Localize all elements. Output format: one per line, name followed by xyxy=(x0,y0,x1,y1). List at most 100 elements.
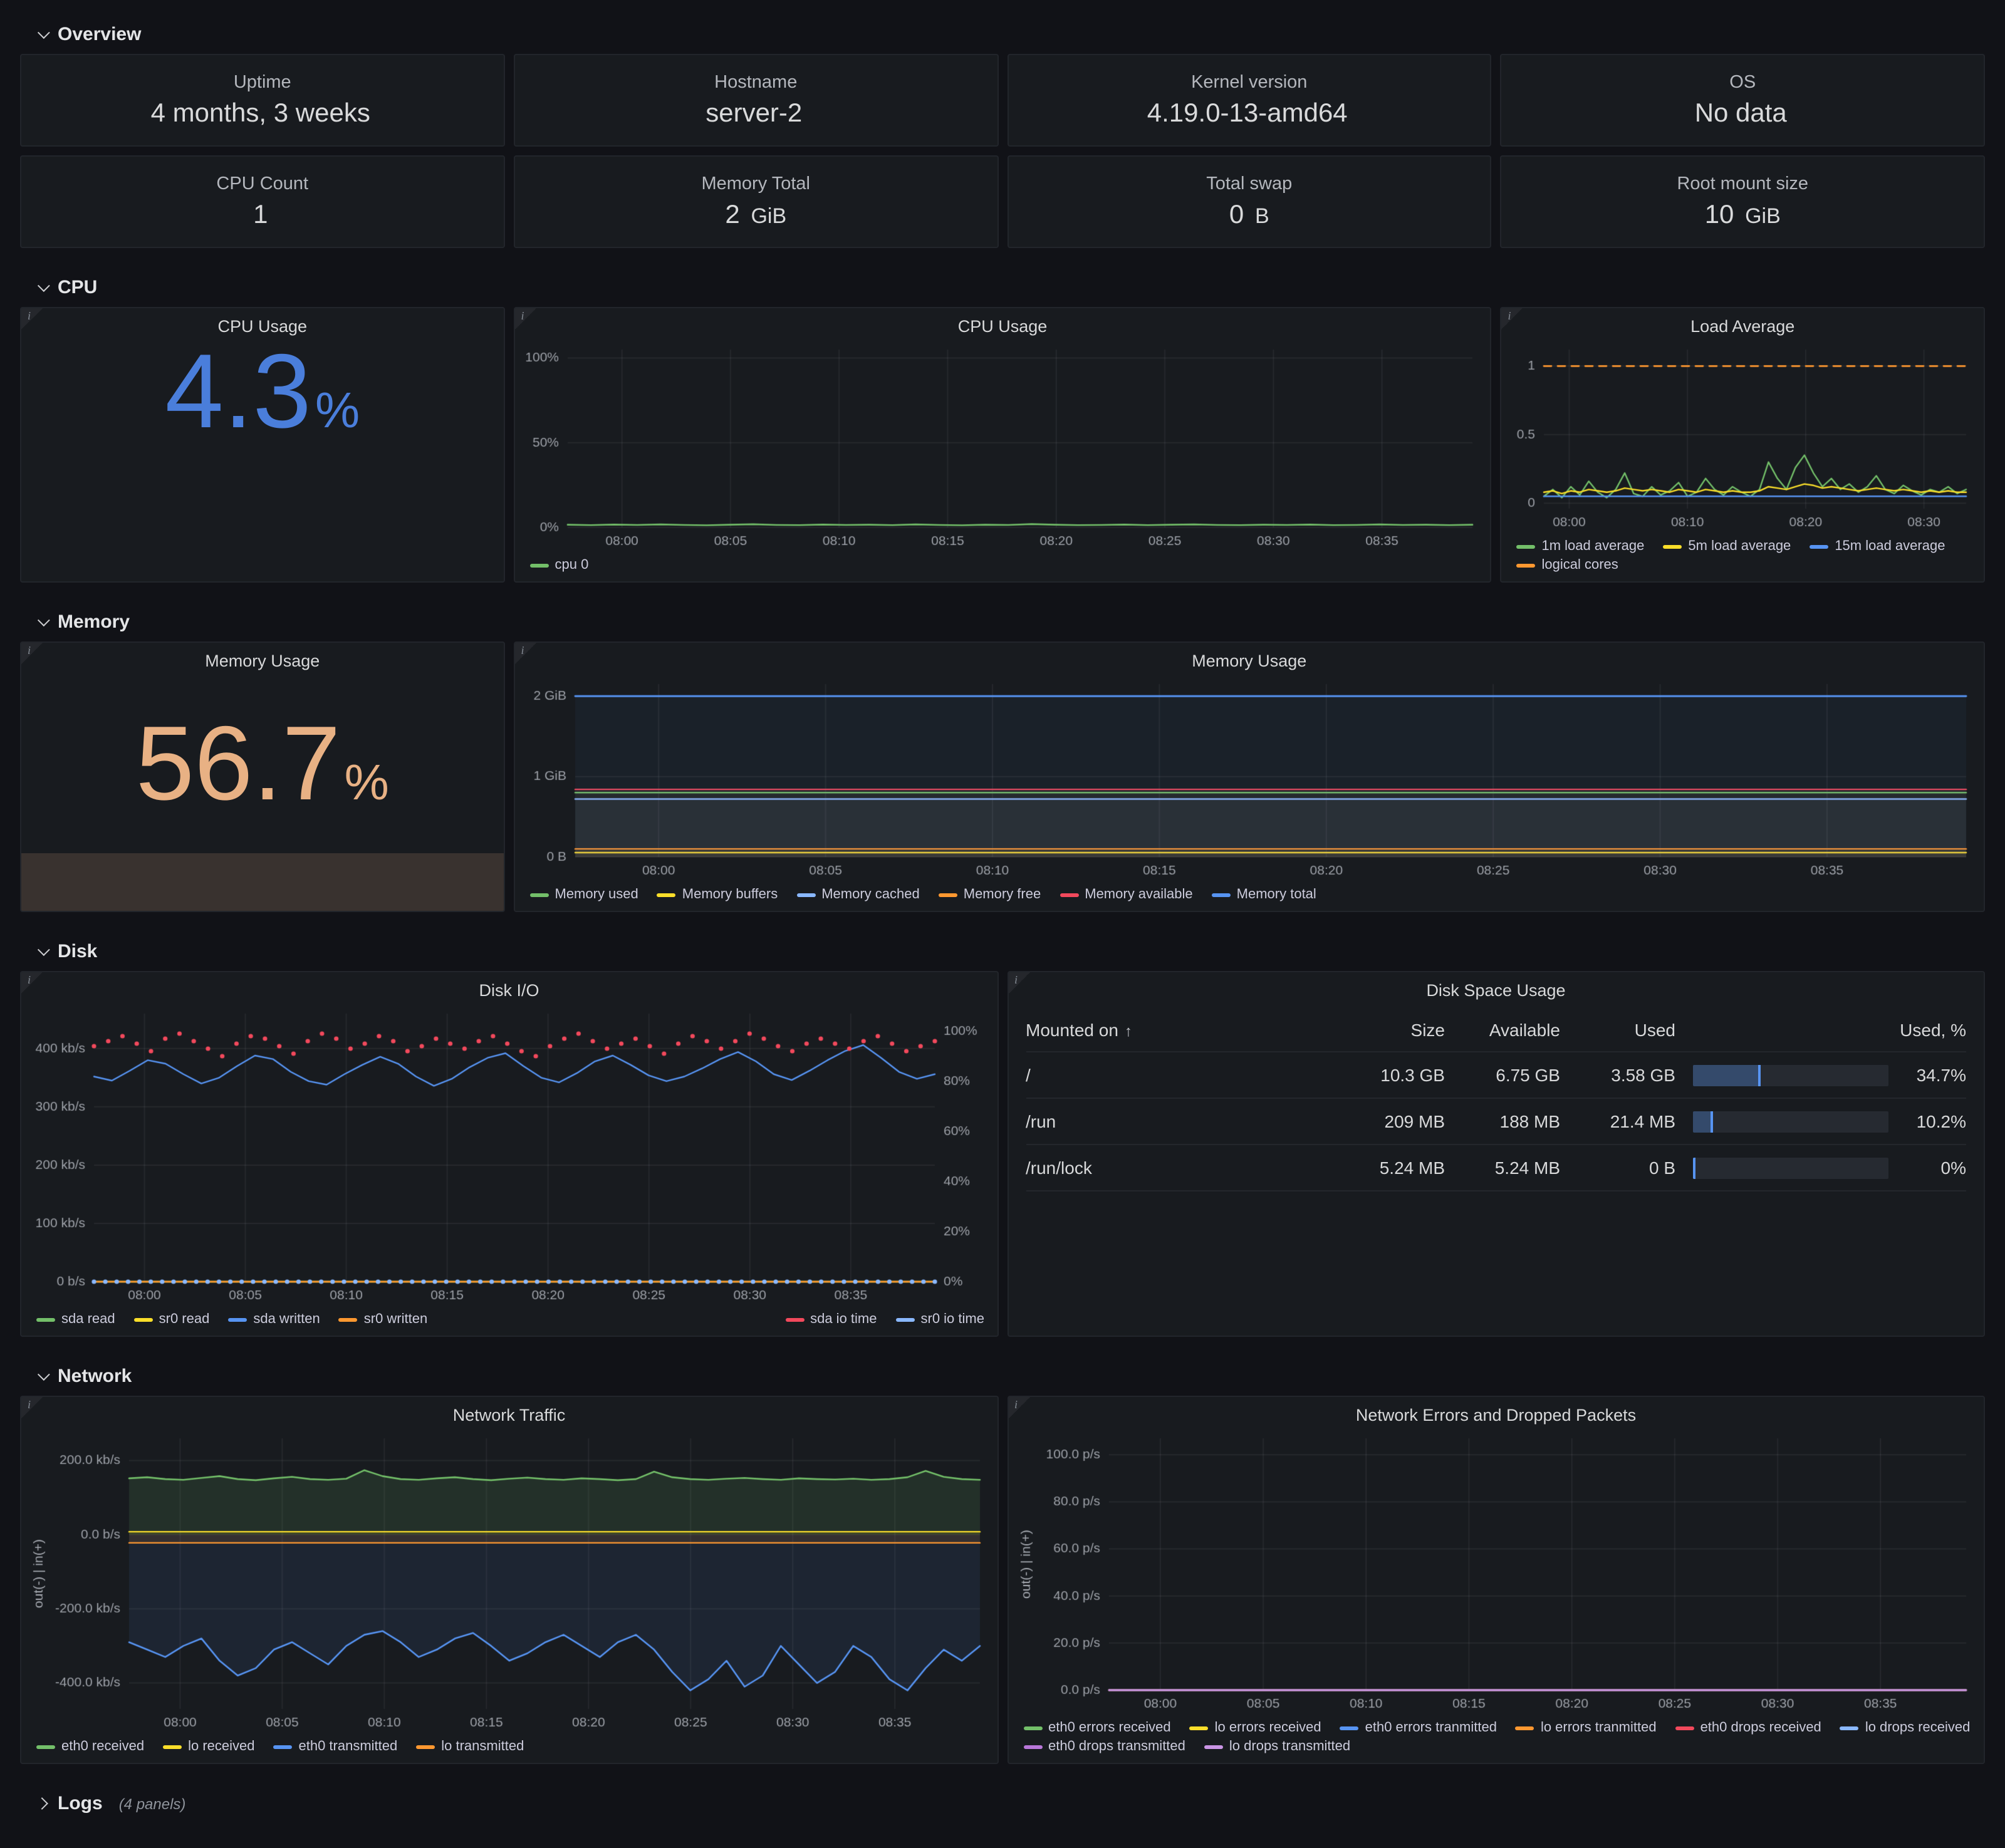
panel-title[interactable]: Network Traffic xyxy=(452,1406,566,1425)
panel-info-icon[interactable]: i xyxy=(21,643,43,664)
panel-info-icon[interactable]: i xyxy=(1008,1397,1029,1418)
panel-title[interactable]: Memory Usage xyxy=(1192,651,1307,670)
panel-info-icon[interactable]: i xyxy=(21,308,43,330)
legend-label: lo transmitted xyxy=(441,1739,524,1754)
legend-item[interactable]: Memory free xyxy=(938,887,1041,902)
panel-info-icon[interactable]: i xyxy=(514,308,536,330)
chevron-down-icon xyxy=(37,1368,50,1381)
stat-panel-root-mount-size: Root mount size 10 GiB xyxy=(1500,155,1985,248)
legend-label: Memory cached xyxy=(821,887,920,902)
stat-panel-total-swap: Total swap 0 B xyxy=(1007,155,1492,248)
legend-label: sr0 read xyxy=(159,1312,210,1327)
legend-swatch-icon xyxy=(36,1317,55,1321)
col-header-mounted-on[interactable]: Mounted on ↑ xyxy=(1026,1019,1132,1039)
panel-title[interactable]: Disk Space Usage xyxy=(1426,981,1566,1000)
disk-io-chart[interactable] xyxy=(26,1005,992,1307)
legend-item[interactable]: Memory buffers xyxy=(657,887,778,902)
section-title: Network xyxy=(58,1366,132,1387)
legend-swatch-icon xyxy=(133,1317,153,1321)
col-header-size[interactable]: Size xyxy=(1410,1019,1445,1039)
legend-item[interactable]: eth0 drops received xyxy=(1675,1720,1821,1735)
memory-row: i Memory Usage 56.7% i Memory Usage Memo… xyxy=(20,641,1985,912)
panel-info-icon[interactable]: i xyxy=(21,1397,43,1418)
usage-bar xyxy=(1675,1064,1888,1086)
legend-item[interactable]: eth0 transmitted xyxy=(273,1739,397,1754)
legend-left-axis: sda read sr0 read sda written sr0 written xyxy=(36,1312,427,1327)
chart-legend: Memory used Memory buffers Memory cached Me… xyxy=(515,882,1984,911)
cell-available: 188 MB xyxy=(1499,1111,1561,1131)
legend-item[interactable]: Memory total xyxy=(1211,887,1316,902)
legend-swatch-icon xyxy=(1060,893,1079,896)
legend-item[interactable]: 1m load average xyxy=(1516,539,1644,554)
panel-info-icon[interactable]: i xyxy=(514,643,536,664)
col-header-used-pct[interactable]: Used, % xyxy=(1900,1019,1966,1039)
legend-item[interactable]: eth0 errors received xyxy=(1023,1720,1171,1735)
stat-title: Root mount size xyxy=(1677,174,1809,194)
legend-item[interactable]: 15m load average xyxy=(1810,539,1945,554)
legend-item[interactable]: cpu 0 xyxy=(529,558,588,573)
network-errors-chart[interactable] xyxy=(1013,1430,1979,1715)
legend-label: eth0 drops transmitted xyxy=(1048,1739,1185,1754)
legend-label: 15m load average xyxy=(1835,539,1945,554)
memory-usage-timeseries[interactable] xyxy=(519,675,1979,882)
panel-title[interactable]: CPU Usage xyxy=(217,317,308,336)
panel-info-icon[interactable]: i xyxy=(1501,308,1523,330)
legend-item[interactable]: logical cores xyxy=(1516,558,1618,573)
legend-label: lo received xyxy=(188,1739,255,1754)
legend-item[interactable]: sda io time xyxy=(785,1312,877,1327)
cpu-usage-timeseries[interactable] xyxy=(519,341,1486,553)
disk-space-table: Mounted on ↑ Size Available Used Used, % … xyxy=(1008,1002,1984,1336)
col-header-available[interactable]: Available xyxy=(1489,1019,1560,1039)
panel-title[interactable]: Memory Usage xyxy=(205,651,320,670)
section-header-overview[interactable]: Overview xyxy=(0,8,2005,54)
panel-title[interactable]: CPU Usage xyxy=(957,317,1048,336)
panel-info-icon[interactable]: i xyxy=(1008,972,1029,994)
panel-cpu-usage-chart: i CPU Usage cpu 0 xyxy=(513,307,1492,583)
sort-arrow-up-icon: ↑ xyxy=(1124,1022,1132,1039)
panel-info-icon[interactable]: i xyxy=(21,972,43,994)
legend-item[interactable]: sr0 io time xyxy=(895,1312,984,1327)
section-header-disk[interactable]: Disk xyxy=(0,925,2005,971)
panel-title[interactable]: Load Average xyxy=(1690,317,1795,336)
panel-title[interactable]: Disk I/O xyxy=(479,981,539,1000)
legend-label: eth0 received xyxy=(61,1739,145,1754)
section-header-cpu[interactable]: CPU xyxy=(0,261,2005,307)
legend-item[interactable]: eth0 errors tranmitted xyxy=(1340,1720,1497,1735)
legend-swatch-icon xyxy=(785,1317,805,1321)
stat-panel-hostname: Hostname server-2 xyxy=(513,54,998,147)
section-header-memory[interactable]: Memory xyxy=(0,595,2005,641)
legend-swatch-icon xyxy=(1204,1745,1223,1748)
legend-item[interactable]: lo drops transmitted xyxy=(1204,1739,1350,1754)
section-header-logs[interactable]: Logs (4 panels) xyxy=(0,1777,2005,1823)
panel-cpu-usage-stat: i CPU Usage 4.3% xyxy=(20,307,505,583)
legend-item[interactable]: Memory available xyxy=(1060,887,1193,902)
col-header-used[interactable]: Used xyxy=(1634,1019,1675,1039)
section-header-network[interactable]: Network xyxy=(0,1349,2005,1396)
legend-swatch-icon xyxy=(1211,893,1231,896)
table-row: /run/lock 5.24 MB 5.24 MB 0 B 0% xyxy=(1026,1145,1966,1191)
legend-item[interactable]: eth0 drops transmitted xyxy=(1023,1739,1185,1754)
legend-item[interactable]: Memory used xyxy=(529,887,638,902)
legend-swatch-icon xyxy=(1515,1726,1534,1730)
legend-label: sda read xyxy=(61,1312,115,1327)
legend-item[interactable]: sda written xyxy=(228,1312,320,1327)
panel-title[interactable]: Network Errors and Dropped Packets xyxy=(1355,1406,1637,1425)
legend-item[interactable]: sr0 read xyxy=(133,1312,210,1327)
legend-swatch-icon xyxy=(228,1317,247,1321)
stat-panel-os: OS No data xyxy=(1500,54,1985,147)
memory-usage-band xyxy=(21,853,504,911)
legend-item[interactable]: lo received xyxy=(163,1739,255,1754)
legend-item[interactable]: lo errors received xyxy=(1189,1720,1321,1735)
legend-item[interactable]: sr0 written xyxy=(338,1312,427,1327)
legend-item[interactable]: lo transmitted xyxy=(416,1739,524,1754)
legend-item[interactable]: lo errors tranmitted xyxy=(1515,1720,1657,1735)
network-traffic-chart[interactable] xyxy=(26,1430,992,1734)
legend-item[interactable]: 5m load average xyxy=(1663,539,1791,554)
legend-item[interactable]: lo drops received xyxy=(1840,1720,1970,1735)
legend-item[interactable]: eth0 received xyxy=(36,1739,144,1754)
legend-item[interactable]: sda read xyxy=(36,1312,115,1327)
load-average-chart[interactable] xyxy=(1506,341,1979,534)
cell-mount: /run xyxy=(1026,1111,1056,1131)
legend-item[interactable]: Memory cached xyxy=(796,887,920,902)
